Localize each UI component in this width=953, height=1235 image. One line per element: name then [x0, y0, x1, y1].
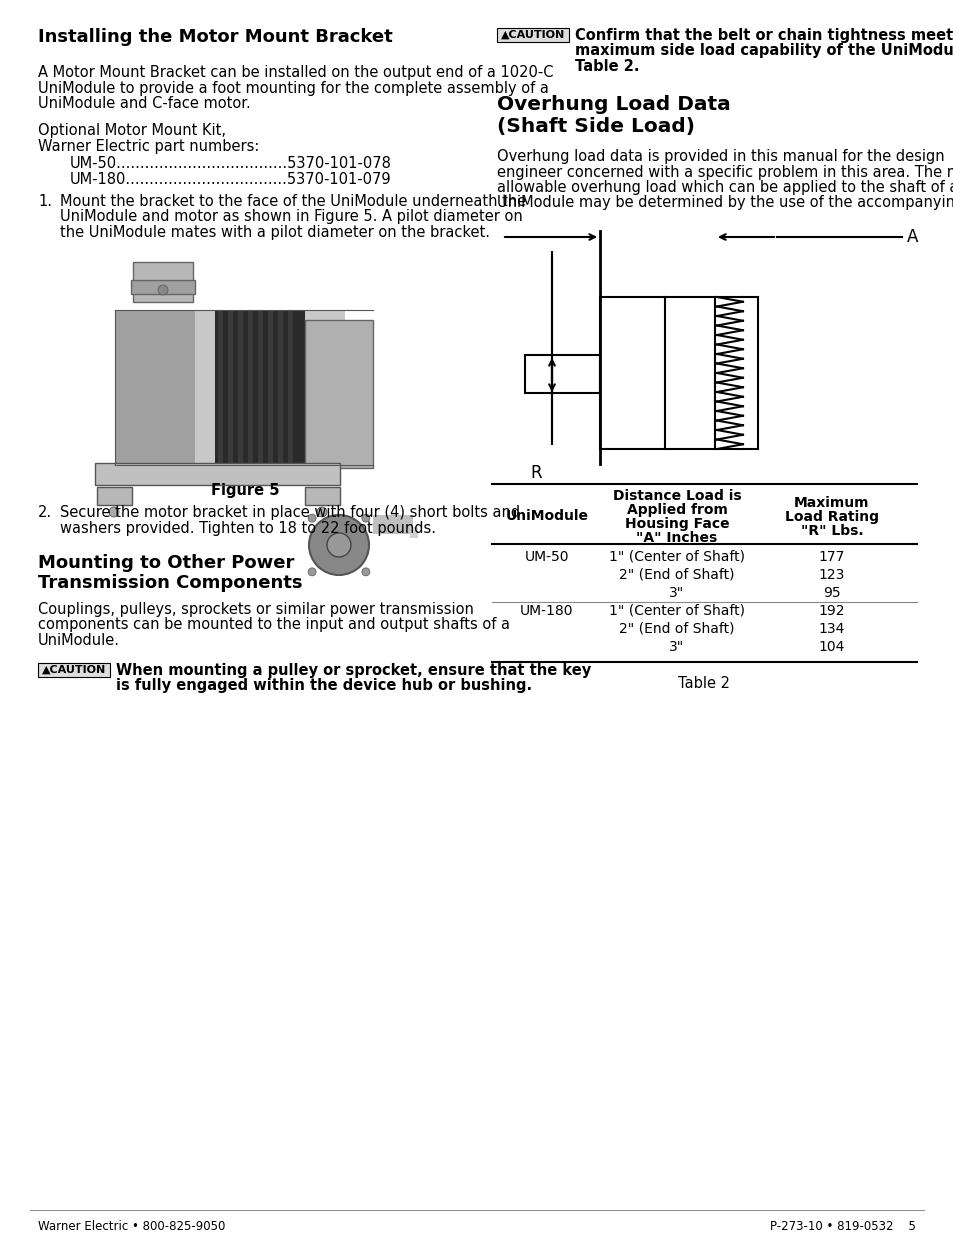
- Bar: [277, 310, 283, 466]
- Text: Load Rating: Load Rating: [784, 510, 878, 524]
- Text: Mount the bracket to the face of the UniModule underneath the: Mount the bracket to the face of the Uni…: [60, 194, 526, 209]
- Text: "R" Lbs.: "R" Lbs.: [800, 524, 862, 538]
- Circle shape: [309, 515, 369, 576]
- Bar: [410, 527, 417, 538]
- Text: Overhung Load Data: Overhung Load Data: [497, 95, 730, 114]
- Bar: [373, 515, 413, 534]
- Text: Transmission Components: Transmission Components: [38, 574, 302, 592]
- Text: A Motor Mount Bracket can be installed on the output end of a 1020-C: A Motor Mount Bracket can be installed o…: [38, 65, 553, 80]
- Text: UniModule to provide a foot mounting for the complete assembly of a: UniModule to provide a foot mounting for…: [38, 80, 548, 95]
- Text: 2" (End of Shaft): 2" (End of Shaft): [618, 568, 734, 582]
- Text: Distance Load is: Distance Load is: [612, 489, 740, 503]
- Text: Applied from: Applied from: [626, 503, 727, 517]
- Text: 3": 3": [669, 585, 684, 600]
- Text: R: R: [530, 464, 541, 482]
- Circle shape: [361, 514, 370, 522]
- Bar: [131, 280, 194, 294]
- Text: Maximum: Maximum: [794, 496, 869, 510]
- Text: 95: 95: [822, 585, 840, 600]
- Bar: [288, 310, 293, 466]
- Text: Table 2: Table 2: [678, 676, 729, 692]
- Text: P-273-10 • 819-0532    5: P-273-10 • 819-0532 5: [769, 1220, 915, 1233]
- Bar: [132, 262, 193, 303]
- Text: UniModule.: UniModule.: [38, 634, 120, 648]
- Text: is fully engaged within the device hub or bushing.: is fully engaged within the device hub o…: [116, 678, 532, 693]
- Text: allowable overhung load which can be applied to the shaft of a: allowable overhung load which can be app…: [497, 180, 953, 195]
- Text: maximum side load capability of the UniModule shown in: maximum side load capability of the UniM…: [575, 43, 953, 58]
- Bar: [599, 296, 714, 450]
- Text: UniModule: UniModule: [505, 509, 588, 522]
- Text: Secure the motor bracket in place with four (4) short bolts and: Secure the motor bracket in place with f…: [60, 505, 519, 520]
- Circle shape: [308, 568, 315, 576]
- Text: 2" (End of Shaft): 2" (End of Shaft): [618, 622, 734, 636]
- Text: 1" (Center of Shaft): 1" (Center of Shaft): [608, 550, 744, 564]
- Bar: [268, 310, 273, 466]
- Text: Table 2.: Table 2.: [575, 59, 639, 74]
- Bar: [524, 354, 599, 393]
- Text: Mounting to Other Power: Mounting to Other Power: [38, 555, 294, 572]
- Bar: [95, 463, 339, 485]
- Text: When mounting a pulley or sprocket, ensure that the key: When mounting a pulley or sprocket, ensu…: [116, 662, 591, 678]
- Text: 177: 177: [818, 550, 844, 564]
- Text: UniModule and C-face motor.: UniModule and C-face motor.: [38, 96, 251, 111]
- Bar: [97, 487, 132, 505]
- Bar: [214, 310, 305, 466]
- Bar: [115, 310, 345, 466]
- Text: engineer concerned with a specific problem in this area. The maximum: engineer concerned with a specific probl…: [497, 164, 953, 179]
- Bar: [228, 310, 233, 466]
- Text: UM-180: UM-180: [519, 604, 573, 618]
- Text: UM-50: UM-50: [524, 550, 569, 564]
- Circle shape: [316, 508, 327, 517]
- Text: UniModule may be determined by the use of the accompanying chart.: UniModule may be determined by the use o…: [497, 195, 953, 210]
- Bar: [257, 310, 263, 466]
- Text: Warner Electric part numbers:: Warner Electric part numbers:: [38, 140, 259, 154]
- Text: A: A: [906, 228, 918, 246]
- Text: 134: 134: [818, 622, 844, 636]
- Text: Overhung load data is provided in this manual for the design: Overhung load data is provided in this m…: [497, 149, 943, 164]
- Text: the UniModule mates with a pilot diameter on the bracket.: the UniModule mates with a pilot diamete…: [60, 225, 490, 240]
- Text: ▲CAUTION: ▲CAUTION: [500, 30, 564, 40]
- Text: 2.: 2.: [38, 505, 52, 520]
- Circle shape: [327, 534, 351, 557]
- Text: 104: 104: [818, 640, 844, 655]
- Text: Optional Motor Mount Kit,: Optional Motor Mount Kit,: [38, 124, 226, 138]
- Bar: [218, 310, 223, 466]
- Text: Confirm that the belt or chain tightness meets the: Confirm that the belt or chain tightness…: [575, 28, 953, 43]
- Text: 3": 3": [669, 640, 684, 655]
- Text: 192: 192: [818, 604, 844, 618]
- Text: (Shaft Side Load): (Shaft Side Load): [497, 117, 695, 136]
- Bar: [237, 310, 243, 466]
- Text: components can be mounted to the input and output shafts of a: components can be mounted to the input a…: [38, 618, 510, 632]
- Text: 1.: 1.: [38, 194, 52, 209]
- Bar: [115, 310, 194, 466]
- Circle shape: [109, 508, 119, 517]
- Text: UniModule and motor as shown in Figure 5. A pilot diameter on: UniModule and motor as shown in Figure 5…: [60, 209, 522, 224]
- Text: 123: 123: [818, 568, 844, 582]
- Circle shape: [158, 285, 168, 295]
- Text: ▲CAUTION: ▲CAUTION: [42, 664, 106, 674]
- Text: Couplings, pulleys, sprockets or similar power transmission: Couplings, pulleys, sprockets or similar…: [38, 601, 474, 618]
- Text: UM-180..................................5370-101-079: UM-180..................................…: [70, 172, 392, 186]
- Circle shape: [308, 514, 315, 522]
- Text: UM-50....................................5370-101-078: UM-50...................................…: [70, 157, 392, 172]
- Circle shape: [361, 568, 370, 576]
- Text: Figure 5: Figure 5: [211, 483, 279, 498]
- Text: washers provided. Tighten to 18 to 22 foot pounds.: washers provided. Tighten to 18 to 22 fo…: [60, 520, 436, 536]
- Bar: [248, 310, 253, 466]
- Text: Housing Face: Housing Face: [624, 517, 728, 531]
- Bar: [38, 662, 110, 677]
- Text: Installing the Motor Mount Bracket: Installing the Motor Mount Bracket: [38, 28, 393, 46]
- Text: Warner Electric • 800-825-9050: Warner Electric • 800-825-9050: [38, 1220, 225, 1233]
- Text: "A" Inches: "A" Inches: [636, 531, 717, 545]
- Bar: [305, 487, 339, 505]
- Bar: [305, 320, 373, 468]
- Bar: [497, 28, 568, 42]
- Text: 1" (Center of Shaft): 1" (Center of Shaft): [608, 604, 744, 618]
